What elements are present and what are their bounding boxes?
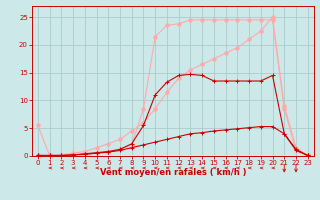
X-axis label: Vent moyen/en rafales ( km/h ): Vent moyen/en rafales ( km/h ) [100, 168, 246, 177]
